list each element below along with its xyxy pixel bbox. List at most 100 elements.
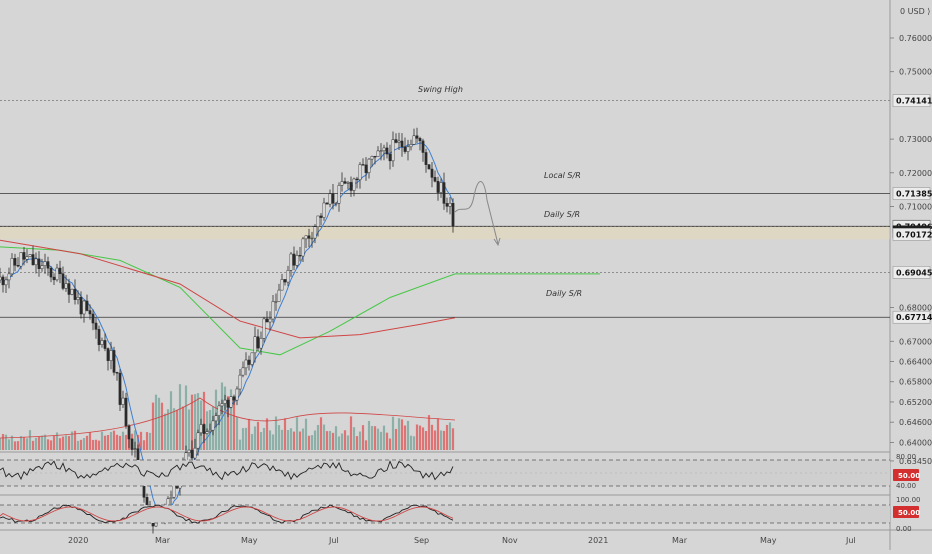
candle-body: [439, 182, 443, 193]
candle-body: [358, 164, 362, 181]
candle-body: [190, 449, 194, 459]
time-tick-mar-2021: Mar: [672, 536, 688, 545]
volume-bar: [142, 440, 146, 450]
candle-body: [373, 156, 377, 158]
volume-bar: [13, 441, 17, 450]
rsi-pane: [0, 459, 890, 487]
volume-bar: [256, 421, 260, 450]
volume-bar: [181, 406, 185, 450]
volume-bar: [295, 417, 299, 450]
time-tick-mar: Mar: [155, 536, 171, 545]
volume-bar: [37, 436, 41, 450]
candle-body: [424, 152, 428, 165]
volume-bar: [298, 431, 302, 450]
candle-body: [391, 139, 395, 162]
volume-bar: [220, 382, 224, 450]
volume-bar: [322, 424, 326, 450]
rsi-line: [0, 460, 454, 481]
volume-bar: [73, 430, 77, 450]
time-tick-2021: 2021: [588, 536, 608, 545]
volume-bar: [238, 439, 242, 450]
volume-bar: [271, 434, 275, 450]
stoch-d-line: [0, 506, 454, 522]
candle-body: [67, 283, 71, 295]
candlesticks: [0, 127, 455, 534]
candle-body: [397, 140, 401, 143]
volume-bar: [388, 438, 392, 450]
volume-bar: [259, 432, 263, 450]
time-tick-nov: Nov: [502, 536, 518, 545]
candle-body: [286, 270, 290, 283]
candle-body: [241, 367, 245, 376]
candle-body: [433, 177, 437, 182]
price-tick-label: 0.63450: [899, 457, 932, 466]
volume-bar: [277, 425, 281, 450]
candle-body: [91, 313, 95, 324]
volume-bar: [307, 435, 311, 450]
candle-body: [106, 348, 110, 361]
candle-body: [277, 289, 281, 302]
rsi-tick-40: 40.00: [896, 482, 916, 490]
volume-bar: [121, 431, 125, 450]
candle-body: [130, 438, 134, 450]
candle-body: [334, 203, 338, 205]
volume-bar: [169, 391, 173, 450]
volume-bar: [424, 431, 428, 450]
price-tick-label: 0.72000: [899, 169, 932, 178]
volume-bar: [178, 384, 182, 450]
volume-bar: [379, 431, 383, 450]
volume-bar: [76, 440, 80, 450]
candle-body: [232, 396, 236, 401]
volume-bar: [25, 438, 29, 450]
volume-bar: [49, 440, 53, 450]
candle-body: [7, 273, 11, 281]
volume-bar: [430, 424, 434, 450]
volume-bar: [112, 430, 116, 450]
price-axis[interactable]: 0.76000 0.75000 0.73000 0.72000 0.71000 0.680…: [890, 34, 932, 466]
candle-body: [268, 318, 272, 323]
candle-body: [259, 337, 263, 349]
volume-bar: [409, 435, 413, 450]
currency-label[interactable]: 0 USD ⟩: [900, 7, 930, 16]
volume-bar: [160, 402, 164, 450]
volume-bar: [136, 434, 140, 450]
candle-body: [325, 202, 329, 205]
candle-body: [34, 258, 38, 266]
volume-bar: [346, 435, 350, 450]
volume-bar: [328, 431, 332, 450]
candle-body: [379, 150, 383, 152]
annotation-swing-high: Swing High: [418, 85, 463, 94]
volume-ma-line: [0, 397, 456, 439]
volume-bar: [148, 432, 152, 450]
volume-bar: [139, 431, 143, 450]
volume-bar: [334, 426, 338, 450]
volume-bar: [442, 430, 446, 450]
candle-body: [202, 424, 206, 434]
volume-bar: [67, 436, 71, 450]
volume-bar: [244, 427, 248, 450]
volume-bar: [82, 438, 86, 450]
candle-body: [196, 432, 200, 449]
volume-bar: [7, 439, 11, 450]
candle-body: [316, 215, 320, 227]
candle-body: [451, 202, 455, 227]
candle-body: [43, 261, 47, 266]
candle-body: [448, 202, 452, 207]
stoch-badge: 50.00: [898, 509, 920, 517]
volume-bar: [247, 418, 251, 450]
candle-body: [274, 301, 278, 303]
time-axis[interactable]: 2020 Mar May Jul Sep Nov 2021 Mar May Ju…: [68, 536, 856, 545]
price-tick-label: 0.71000: [899, 203, 932, 212]
volume-bar: [52, 435, 56, 450]
annotation-daily-sr: Daily S/R: [544, 210, 580, 219]
candle-body: [430, 168, 434, 178]
volume-bar: [94, 439, 98, 450]
volume-bar: [187, 409, 191, 450]
volume-bar: [268, 430, 272, 450]
time-tick-2020: 2020: [68, 536, 88, 545]
candle-body: [73, 288, 77, 300]
candle-body: [367, 158, 371, 173]
